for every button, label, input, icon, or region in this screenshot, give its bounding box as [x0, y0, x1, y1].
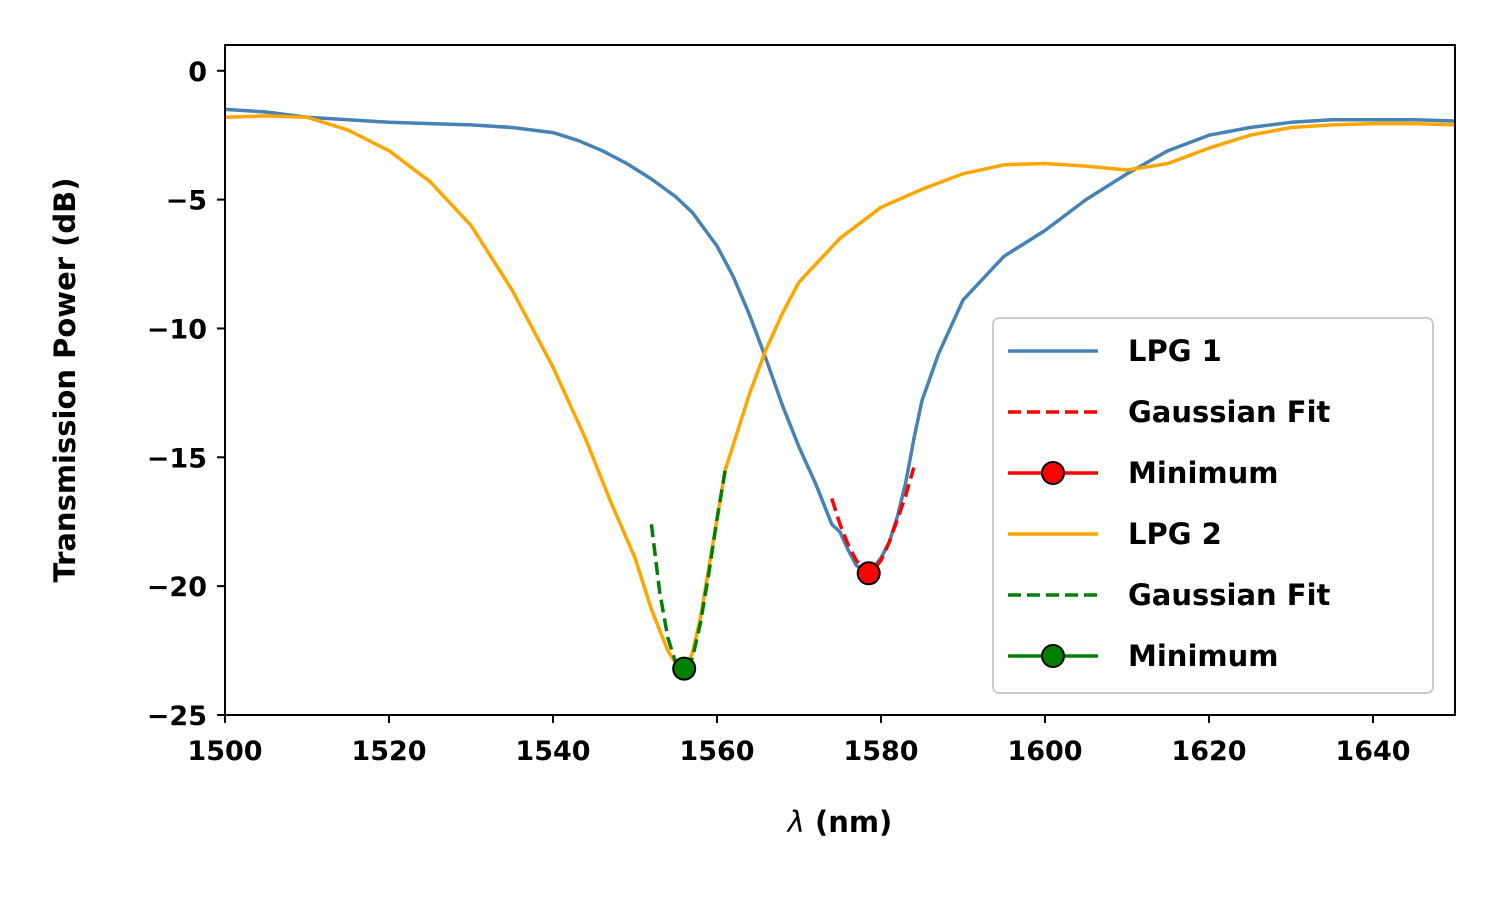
minimum-marker — [856, 561, 881, 586]
x-tick-label: 1580 — [843, 736, 918, 767]
legend: LPG 1 Gaussian Fit Minimum LPG 2 Gaussian Fi… — [992, 317, 1434, 694]
legend-box — [992, 317, 1434, 694]
x-axis: 1500 1520 1540 1560 1580 1600 1620 1640 — [187, 715, 1411, 767]
y-tick-label: 0 — [188, 57, 207, 88]
y-axis: 0 −5 −10 −15 −20 −25 — [147, 57, 225, 732]
x-tick-label: 1500 — [187, 736, 262, 767]
y-tick-label: −10 — [147, 314, 207, 345]
x-tick-label: 1520 — [351, 736, 426, 767]
y-tick-label: −15 — [147, 443, 207, 474]
gaussian-fit-line — [830, 467, 916, 576]
x-axis-label: λ (nm) — [786, 805, 893, 839]
legend-label: Minimum — [1128, 639, 1278, 673]
x-tick-label: 1600 — [1007, 736, 1082, 767]
y-tick-label: −5 — [166, 186, 207, 217]
x-tick-label: 1620 — [1171, 736, 1246, 767]
series-line — [224, 107, 1456, 573]
legend-label: Gaussian Fit — [1128, 578, 1331, 612]
series-line — [224, 114, 1456, 673]
legend-marker — [1041, 644, 1065, 668]
legend-marker — [1041, 461, 1065, 485]
y-tick-label: −25 — [147, 701, 207, 732]
legend-label: Minimum — [1128, 456, 1278, 490]
plot-frame — [224, 44, 1456, 716]
x-tick-label: 1540 — [515, 736, 590, 767]
x-tick-label: 1640 — [1335, 736, 1410, 767]
y-axis-label: Transmission Power (dB) — [48, 177, 82, 582]
legend-label: Gaussian Fit — [1128, 395, 1331, 429]
plot-area — [224, 107, 1456, 681]
y-tick-label: −20 — [147, 572, 207, 603]
legend-label: LPG 1 — [1128, 334, 1222, 368]
x-tick-label: 1560 — [679, 736, 754, 767]
minimum-marker — [672, 656, 697, 681]
legend-label: LPG 2 — [1128, 517, 1222, 551]
